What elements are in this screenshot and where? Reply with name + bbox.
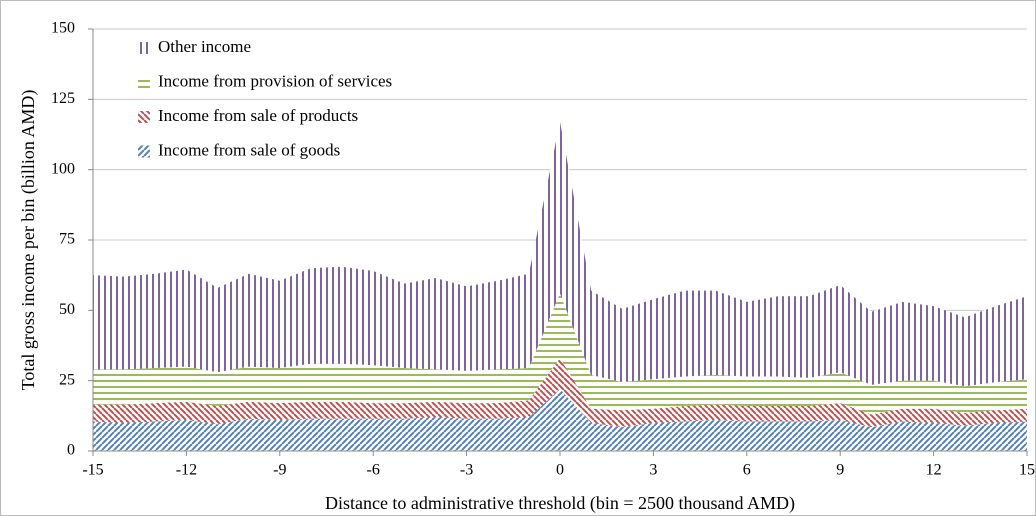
axes: 0 25 50 75 100 125 150 -15 -12 -9 -6 -3 0 3 6 9 12 15: [51, 20, 1035, 479]
x-tick-label: -12: [176, 462, 197, 479]
y-tick-label: 100: [51, 160, 75, 177]
x-tick-label: 6: [743, 462, 751, 479]
legend-label: Income from provision of services: [158, 71, 392, 90]
x-tick-label: -3: [460, 462, 473, 479]
legend: Income from sale of goods Income from sal…: [138, 37, 392, 159]
legend-swatch: [138, 145, 150, 158]
legend-swatch: [138, 111, 150, 123]
y-tick-label: 75: [59, 231, 75, 248]
y-tick-label: 0: [67, 442, 75, 459]
x-tick-label: 12: [926, 462, 942, 479]
x-tick-label: 15: [1019, 462, 1035, 479]
legend-label: Other income: [158, 37, 251, 56]
x-tick-label: 0: [556, 462, 564, 479]
y-axis-title: Total gross income per bin (billion AMD): [18, 90, 39, 391]
x-tick-label: -6: [367, 462, 380, 479]
areas: [93, 121, 1027, 451]
area: [93, 121, 1027, 387]
legend-swatch: [138, 76, 150, 89]
x-tick-label: 9: [836, 462, 844, 479]
legend-swatch: [138, 42, 150, 54]
x-tick-label: -15: [82, 462, 103, 479]
legend-label: Income from sale of goods: [158, 140, 340, 159]
y-tick-label: 25: [59, 371, 75, 388]
area: [93, 389, 1027, 451]
y-tick-label: 150: [51, 20, 75, 37]
legend-label: Income from sale of products: [158, 106, 358, 125]
area: [93, 293, 1027, 415]
y-tick-label: 125: [51, 90, 75, 107]
x-tick-label: -9: [273, 462, 286, 479]
area: [93, 358, 1027, 428]
x-tick-label: 3: [649, 462, 657, 479]
x-axis-title: Distance to administrative threshold (bi…: [325, 493, 795, 514]
y-tick-label: 50: [59, 301, 75, 318]
